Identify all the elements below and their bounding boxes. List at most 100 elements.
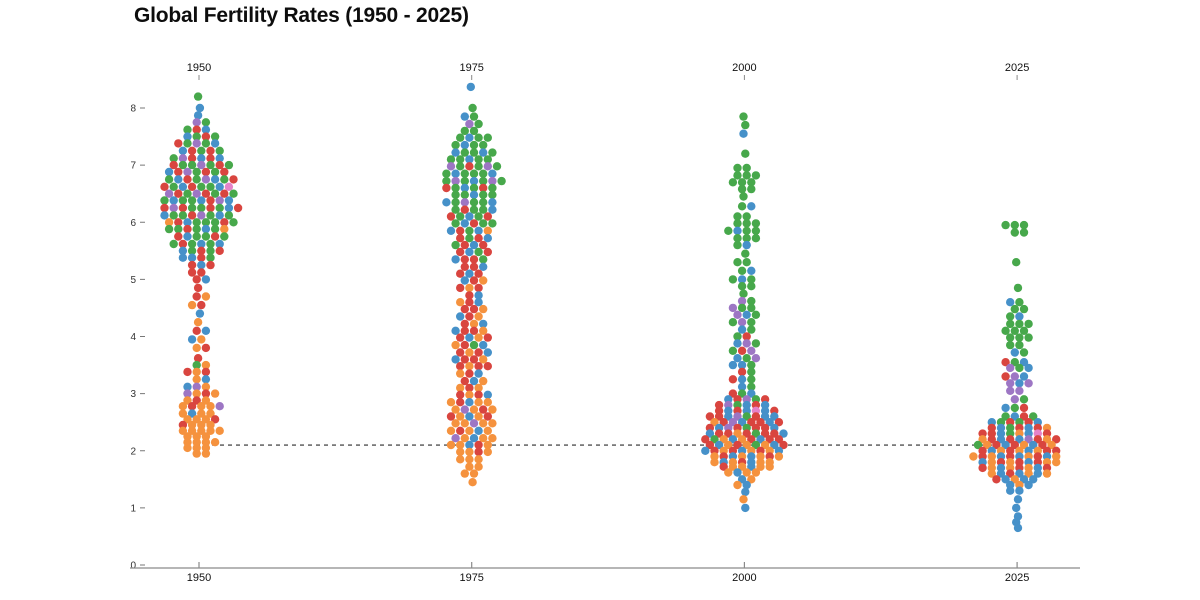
country-dot[interactable] <box>192 118 201 127</box>
country-dot[interactable] <box>1015 333 1024 342</box>
country-dot[interactable] <box>728 389 738 398</box>
country-dot[interactable] <box>224 203 234 213</box>
country-dot[interactable] <box>197 154 206 163</box>
country-dot[interactable] <box>479 262 488 271</box>
country-dot[interactable] <box>992 440 1001 450</box>
country-dot[interactable] <box>210 389 220 398</box>
country-dot[interactable] <box>474 291 483 300</box>
country-dot[interactable] <box>460 419 469 428</box>
country-dot[interactable] <box>206 239 215 249</box>
country-dot[interactable] <box>742 171 751 180</box>
country-dot[interactable] <box>474 298 483 307</box>
country-dot[interactable] <box>488 219 497 228</box>
country-dot[interactable] <box>992 475 1001 484</box>
country-dot[interactable] <box>451 434 460 443</box>
country-dot[interactable] <box>197 409 206 418</box>
country-dot[interactable] <box>1015 312 1024 321</box>
country-dot[interactable] <box>187 260 197 270</box>
country-dot[interactable] <box>192 275 201 284</box>
country-dot[interactable] <box>215 211 224 220</box>
country-dot[interactable] <box>169 154 178 163</box>
country-dot[interactable] <box>210 175 220 184</box>
country-dot[interactable] <box>160 211 169 220</box>
country-dot[interactable] <box>460 276 469 285</box>
country-dot[interactable] <box>183 167 192 177</box>
country-dot[interactable] <box>474 312 483 321</box>
country-dot[interactable] <box>741 487 750 497</box>
country-dot[interactable] <box>747 184 756 194</box>
country-dot[interactable] <box>460 219 469 228</box>
country-dot[interactable] <box>733 226 742 235</box>
country-dot[interactable] <box>465 234 474 243</box>
country-dot[interactable] <box>705 440 715 450</box>
country-dot[interactable] <box>220 224 229 234</box>
country-dot[interactable] <box>469 355 479 364</box>
country-dot[interactable] <box>747 389 756 398</box>
country-dot[interactable] <box>224 182 234 191</box>
country-dot[interactable] <box>460 405 469 414</box>
country-dot[interactable] <box>201 167 211 177</box>
country-dot[interactable] <box>479 176 488 186</box>
country-dot[interactable] <box>751 219 761 228</box>
country-dot[interactable] <box>169 182 178 191</box>
country-dot[interactable] <box>206 146 215 155</box>
country-dot[interactable] <box>705 429 715 438</box>
country-dot[interactable] <box>1015 298 1024 307</box>
country-dot[interactable] <box>451 326 460 335</box>
country-dot[interactable] <box>747 282 756 291</box>
country-dot[interactable] <box>197 239 206 249</box>
country-dot[interactable] <box>742 258 751 267</box>
country-dot[interactable] <box>197 260 206 270</box>
country-dot[interactable] <box>465 269 474 278</box>
country-dot[interactable] <box>760 395 770 404</box>
country-dot[interactable] <box>169 203 178 213</box>
country-dot[interactable] <box>469 419 479 428</box>
country-dot[interactable] <box>183 132 192 141</box>
country-dot[interactable] <box>1038 440 1047 450</box>
country-dot[interactable] <box>201 132 211 141</box>
country-dot[interactable] <box>751 468 761 477</box>
country-dot[interactable] <box>451 190 460 199</box>
country-dot[interactable] <box>737 418 747 427</box>
country-dot[interactable] <box>215 239 224 249</box>
country-dot[interactable] <box>465 447 474 457</box>
country-dot[interactable] <box>1001 372 1010 381</box>
country-dot[interactable] <box>465 390 474 399</box>
country-dot[interactable] <box>1010 475 1019 484</box>
country-dot[interactable] <box>456 333 465 342</box>
country-dot[interactable] <box>483 333 492 342</box>
country-dot[interactable] <box>456 455 465 464</box>
country-dot[interactable] <box>160 182 169 191</box>
country-dot[interactable] <box>442 169 451 178</box>
country-dot[interactable] <box>192 415 201 424</box>
country-dot[interactable] <box>187 146 197 155</box>
country-dot[interactable] <box>739 495 748 504</box>
country-dot[interactable] <box>210 167 220 177</box>
country-dot[interactable] <box>183 389 192 398</box>
country-dot[interactable] <box>206 203 215 213</box>
country-dot[interactable] <box>1006 333 1015 342</box>
country-dot[interactable] <box>446 426 456 435</box>
country-dot[interactable] <box>460 183 469 193</box>
country-dot[interactable] <box>1019 220 1029 230</box>
country-dot[interactable] <box>742 395 751 404</box>
country-dot[interactable] <box>701 446 710 455</box>
country-dot[interactable] <box>1001 440 1010 450</box>
country-dot[interactable] <box>197 402 206 411</box>
country-dot[interactable] <box>737 382 747 391</box>
country-dot[interactable] <box>1033 469 1043 478</box>
country-dot[interactable] <box>751 171 761 180</box>
country-dot[interactable] <box>1010 440 1019 450</box>
country-dot[interactable] <box>215 196 224 205</box>
country-dot[interactable] <box>751 310 761 319</box>
country-dot[interactable] <box>733 354 742 363</box>
country-dot[interactable] <box>460 169 469 178</box>
country-dot[interactable] <box>779 429 788 438</box>
country-dot[interactable] <box>474 412 483 421</box>
country-dot[interactable] <box>724 412 733 421</box>
country-dot[interactable] <box>201 118 211 127</box>
country-dot[interactable] <box>192 224 201 234</box>
country-dot[interactable] <box>710 418 719 427</box>
country-dot[interactable] <box>192 449 201 458</box>
country-dot[interactable] <box>474 362 483 371</box>
